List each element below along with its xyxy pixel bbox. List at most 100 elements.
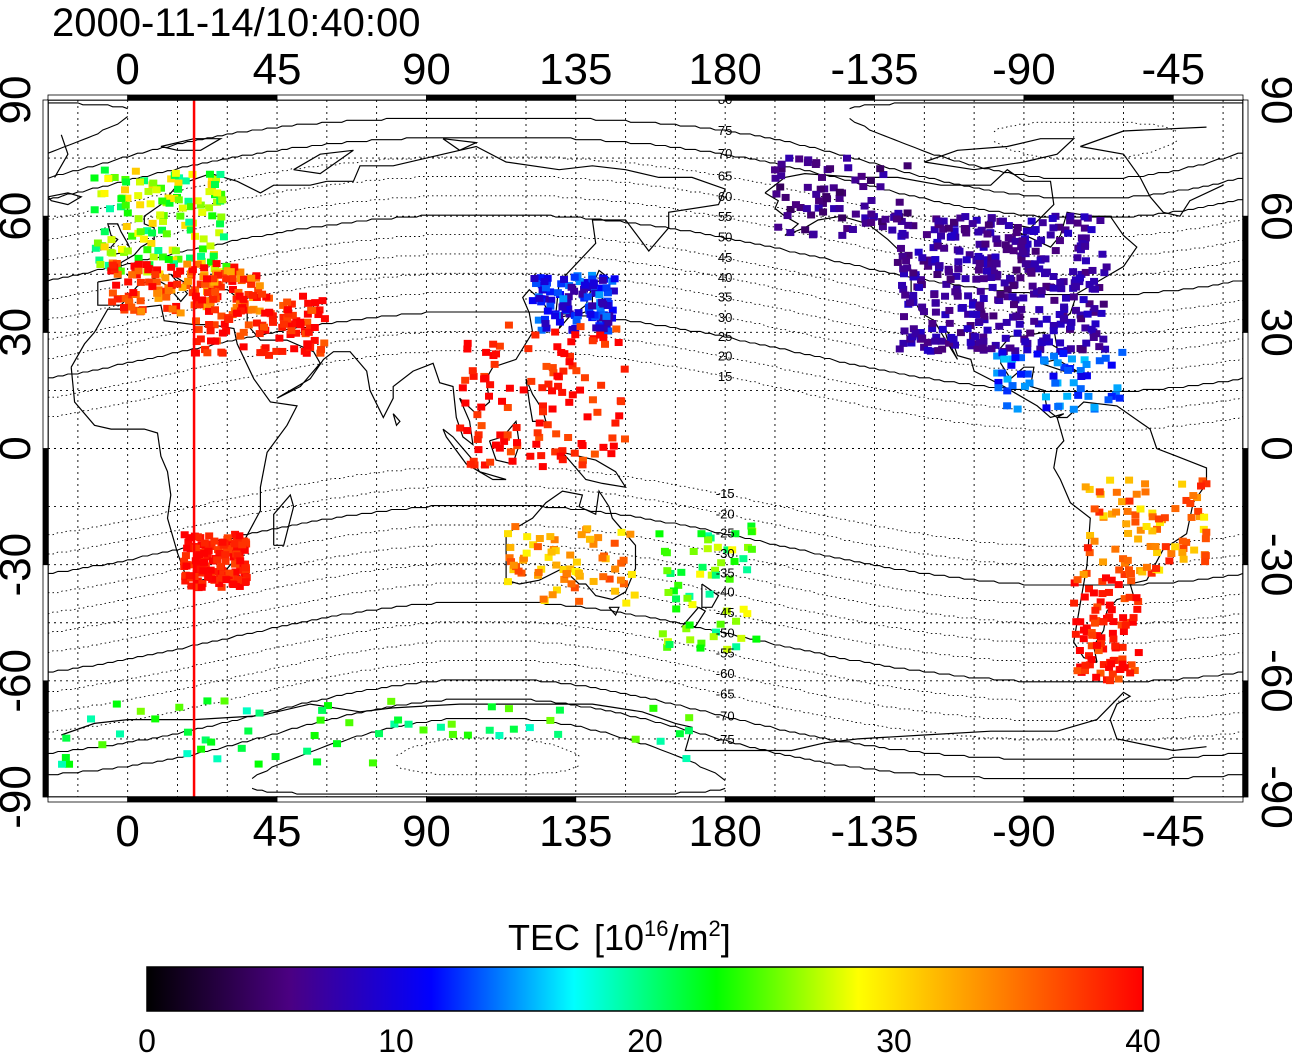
tec-point	[286, 330, 295, 338]
tec-point	[685, 621, 694, 629]
tec-point	[902, 257, 911, 265]
tec-point	[164, 194, 173, 202]
tec-point	[1105, 613, 1114, 621]
tec-point	[1069, 268, 1078, 276]
tec-point	[203, 349, 212, 357]
tec-point	[998, 369, 1007, 377]
tec-point	[314, 311, 323, 319]
longitude-tick-label: 45	[253, 807, 302, 856]
tec-point	[1091, 320, 1100, 328]
tec-point	[1109, 618, 1118, 626]
tec-point	[575, 597, 584, 605]
tec-point	[209, 295, 218, 303]
tec-point	[843, 225, 852, 233]
tec-point	[174, 196, 183, 204]
tec-point	[663, 567, 672, 575]
tec-point	[937, 337, 946, 345]
tec-point	[524, 345, 533, 353]
tec-point	[1096, 640, 1105, 648]
tec-point	[491, 441, 500, 449]
tec-point	[145, 278, 154, 286]
tec-point	[939, 225, 948, 233]
tec-point	[1085, 549, 1094, 557]
tec-point	[1108, 629, 1117, 637]
magnetic-latitude-contour	[993, 139, 1179, 160]
tec-point	[504, 705, 513, 713]
magnetic-latitude-label: -50	[716, 625, 735, 640]
tec-point	[888, 226, 897, 234]
tec-point	[909, 269, 918, 277]
tec-point	[1118, 655, 1127, 663]
tec-point	[184, 197, 193, 205]
tec-point	[1044, 338, 1053, 346]
tec-point	[851, 210, 860, 218]
tec-point	[1049, 284, 1058, 292]
axis-bar-segment	[575, 796, 726, 803]
tec-point	[1095, 508, 1104, 516]
tec-point	[199, 567, 208, 575]
tec-point	[626, 530, 635, 538]
tec-point	[200, 264, 209, 272]
tec-point	[124, 298, 133, 306]
tec-point	[130, 262, 139, 270]
tec-point	[1089, 333, 1098, 341]
tec-point	[696, 644, 705, 652]
tec-point	[193, 533, 202, 541]
tec-point	[900, 327, 909, 335]
tec-point	[1118, 348, 1127, 356]
tec-point	[93, 239, 102, 247]
tec-point	[558, 447, 567, 455]
colorbar-tick-label: 10	[378, 1023, 414, 1057]
tec-point	[682, 755, 691, 763]
tec-point	[292, 329, 301, 337]
tec-point	[235, 582, 244, 590]
tec-point	[538, 463, 547, 471]
tec-point	[923, 256, 932, 264]
tec-point	[220, 320, 229, 328]
tec-point	[288, 311, 297, 319]
tec-point	[1060, 303, 1069, 311]
tec-point	[241, 564, 250, 572]
tec-point	[947, 232, 956, 240]
tec-point	[655, 530, 664, 538]
tec-point	[544, 553, 553, 561]
tec-point	[1016, 370, 1025, 378]
tec-point	[447, 720, 456, 728]
tec-point	[540, 315, 549, 323]
tec-point	[1022, 227, 1031, 235]
tec-point	[611, 419, 620, 427]
axis-bar-segment	[276, 796, 427, 803]
tec-point	[1155, 519, 1164, 527]
tec-point	[506, 543, 515, 551]
tec-point	[216, 563, 225, 571]
tec-point	[944, 224, 953, 232]
tec-point	[533, 429, 542, 437]
magnetic-latitude-contour	[48, 292, 1243, 373]
tec-point	[1142, 522, 1151, 530]
tec-point	[258, 290, 267, 298]
tec-point	[896, 244, 905, 252]
tec-point	[184, 538, 193, 546]
tec-point	[514, 567, 523, 575]
tec-point	[995, 297, 1004, 305]
tec-point	[998, 349, 1007, 357]
tec-point	[308, 306, 317, 314]
tec-point	[135, 178, 144, 186]
tec-point	[1056, 278, 1065, 286]
tec-point	[1033, 350, 1042, 358]
tec-point	[972, 310, 981, 318]
tec-point	[1171, 505, 1180, 513]
tec-point	[1178, 480, 1187, 488]
tec-point	[944, 268, 953, 276]
tec-point	[1064, 229, 1073, 237]
tec-point	[747, 522, 756, 530]
magnetic-latitude-contour	[48, 102, 1243, 110]
tec-point	[174, 255, 183, 263]
tec-point	[704, 536, 713, 544]
tec-point	[235, 532, 244, 540]
tec-point	[255, 709, 264, 717]
tec-point	[950, 227, 959, 235]
tec-point	[1002, 246, 1011, 254]
tec-point	[974, 228, 983, 236]
tec-point	[61, 754, 70, 762]
